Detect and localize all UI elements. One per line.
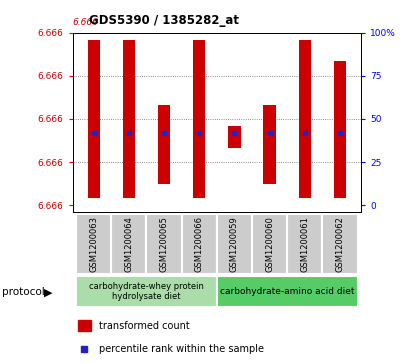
Text: GSM1200060: GSM1200060	[265, 216, 274, 272]
Bar	[123, 40, 135, 198]
FancyBboxPatch shape	[217, 214, 252, 274]
Bar	[334, 61, 346, 198]
Bar	[193, 40, 205, 198]
Text: GSM1200061: GSM1200061	[300, 216, 309, 272]
Bar	[228, 126, 241, 148]
Bar	[158, 105, 170, 184]
FancyBboxPatch shape	[111, 214, 146, 274]
Text: GSM1200062: GSM1200062	[335, 216, 344, 272]
FancyBboxPatch shape	[76, 214, 111, 274]
Text: carbohydrate-whey protein
hydrolysate diet: carbohydrate-whey protein hydrolysate di…	[89, 282, 204, 301]
Text: GSM1200064: GSM1200064	[124, 216, 133, 272]
Text: transformed count: transformed count	[99, 321, 189, 331]
Bar	[299, 40, 311, 198]
FancyBboxPatch shape	[217, 276, 358, 307]
Text: 6.666: 6.666	[73, 18, 98, 27]
Text: GSM1200066: GSM1200066	[195, 216, 204, 272]
Bar	[264, 105, 276, 184]
Text: GSM1200063: GSM1200063	[89, 216, 98, 272]
FancyBboxPatch shape	[76, 276, 217, 307]
FancyBboxPatch shape	[252, 214, 287, 274]
Bar	[78, 320, 91, 331]
Text: percentile rank within the sample: percentile rank within the sample	[99, 344, 264, 354]
FancyBboxPatch shape	[322, 214, 358, 274]
Text: GDS5390 / 1385282_at: GDS5390 / 1385282_at	[89, 14, 239, 27]
Text: GSM1200065: GSM1200065	[160, 216, 168, 272]
FancyBboxPatch shape	[287, 214, 322, 274]
Text: carbohydrate-amino acid diet: carbohydrate-amino acid diet	[220, 287, 354, 296]
Bar	[88, 40, 100, 198]
FancyBboxPatch shape	[182, 214, 217, 274]
Text: GSM1200059: GSM1200059	[230, 216, 239, 272]
Text: protocol: protocol	[2, 287, 45, 297]
FancyBboxPatch shape	[146, 214, 182, 274]
Text: ▶: ▶	[44, 287, 52, 297]
